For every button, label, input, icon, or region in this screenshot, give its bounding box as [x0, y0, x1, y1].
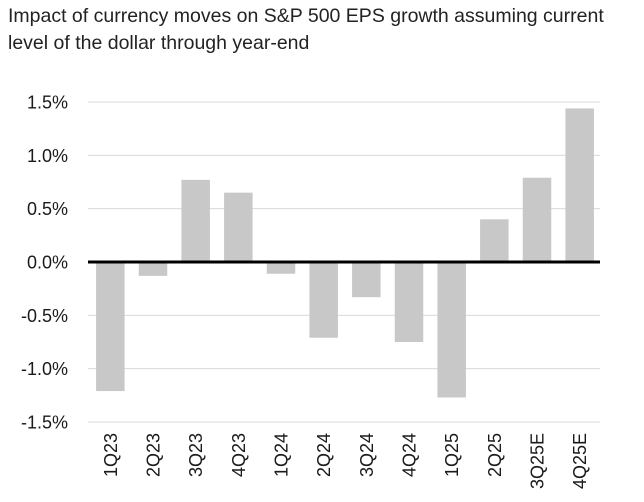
bar-4q23 — [224, 192, 253, 262]
x-category-label: 1Q23 — [101, 433, 121, 477]
bar-3q23 — [181, 179, 210, 262]
y-tick-label: 0.0% — [27, 253, 68, 273]
x-category-label: 4Q24 — [400, 433, 420, 477]
y-tick-label: -0.5% — [21, 306, 68, 326]
y-tick-label: 0.5% — [27, 199, 68, 219]
x-category-label: 4Q25E — [570, 433, 590, 489]
x-category-label: 2Q25 — [485, 433, 505, 477]
bar-1q23 — [96, 262, 125, 392]
x-axis-category-labels: 1Q23 2Q23 3Q23 4Q23 1Q24 2Q24 3Q24 4Q24 1Q25 2Q25… — [101, 433, 590, 489]
x-category-label: 2Q24 — [314, 433, 334, 477]
x-category-label: 4Q23 — [229, 433, 249, 477]
bar-4q24 — [394, 262, 424, 342]
x-category-label: 3Q24 — [357, 433, 377, 477]
x-category-label: 2Q23 — [144, 433, 164, 477]
bars — [96, 108, 594, 398]
bar-3q24 — [352, 262, 381, 298]
y-tick-label: -1.0% — [21, 359, 68, 379]
chart-title-line-1: Impact of currency moves on S&P 500 EPS … — [8, 5, 604, 27]
gridlines — [88, 101, 600, 423]
y-tick-label: -1.5% — [21, 413, 68, 433]
bar-2q24 — [309, 262, 338, 338]
bar-3q25e — [522, 177, 552, 262]
bar-2q23 — [138, 262, 168, 276]
bar-1q25 — [437, 262, 466, 398]
chart-title-line-2: level of the dollar through year-end — [8, 32, 310, 54]
chart-title: Impact of currency moves on S&P 500 EPS … — [8, 3, 628, 57]
bar-4q25e — [565, 108, 594, 263]
bar-1q24 — [266, 262, 296, 274]
x-category-label: 1Q24 — [272, 433, 292, 477]
y-tick-label: 1.0% — [27, 146, 68, 166]
x-category-label: 1Q25 — [442, 433, 462, 477]
x-category-label: 3Q25E — [528, 433, 548, 489]
y-tick-label: 1.5% — [27, 93, 68, 113]
y-axis-tick-labels: 1.5% 1.0% 0.5% 0.0% -0.5% -1.0% -1.5% — [21, 93, 68, 433]
x-category-label: 3Q23 — [186, 433, 206, 477]
bar-2q25 — [480, 219, 509, 262]
